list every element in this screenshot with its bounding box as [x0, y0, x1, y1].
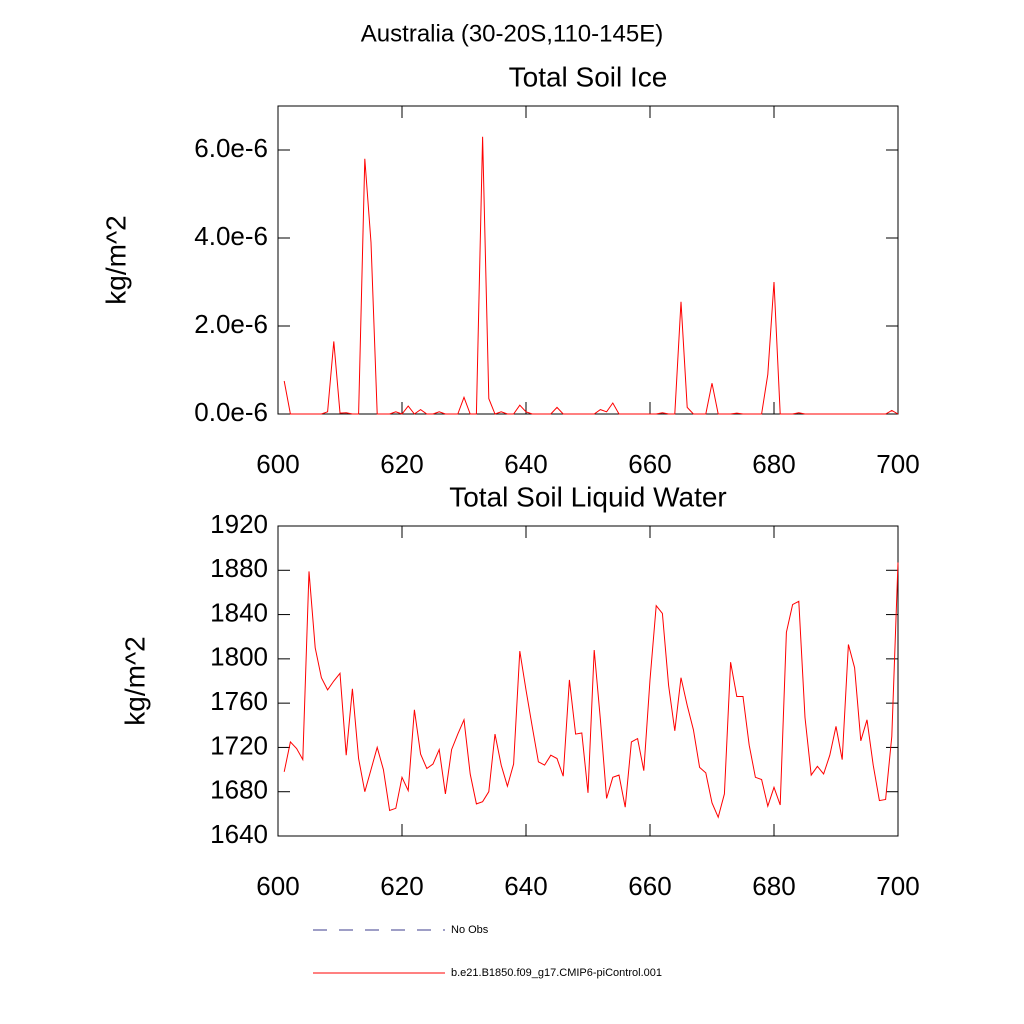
plot-frame	[277, 525, 899, 837]
data-line	[283, 136, 899, 415]
x-tick-label: 660	[628, 871, 671, 901]
chart-title: Total Soil Liquid Water	[449, 481, 727, 512]
x-tick-label: 600	[256, 871, 299, 901]
y-axis-title: kg/m^2	[119, 636, 150, 725]
legend-label: No Obs	[451, 924, 489, 936]
x-tick-label: 700	[876, 449, 919, 479]
x-tick-label: 680	[752, 449, 795, 479]
y-tick-label: 1880	[210, 553, 268, 583]
y-tick-label: 1800	[210, 642, 268, 672]
x-tick-label: 640	[504, 449, 547, 479]
x-tick-label: 620	[380, 871, 423, 901]
y-tick-label: 2.0e-6	[194, 309, 268, 339]
x-tick-label: 640	[504, 871, 547, 901]
x-tick-label: 660	[628, 449, 671, 479]
x-tick-label: 700	[876, 871, 919, 901]
y-tick-label: 1640	[210, 819, 268, 849]
data-line	[283, 562, 899, 819]
x-tick-label: 680	[752, 871, 795, 901]
legend-label: b.e21.B1850.f09_g17.CMIP6-piControl.001	[451, 967, 662, 979]
y-tick-label: 4.0e-6	[194, 221, 268, 251]
y-tick-label: 1760	[210, 686, 268, 716]
x-tick-label: 620	[380, 449, 423, 479]
y-tick-label: 0.0e-6	[194, 397, 268, 427]
y-tick-label: 1720	[210, 730, 268, 760]
figure-title: Australia (30-20S,110-145E)	[361, 20, 663, 47]
plot-frame	[277, 105, 899, 415]
y-tick-label: 6.0e-6	[194, 133, 268, 163]
x-tick-label: 600	[256, 449, 299, 479]
y-axis-title: kg/m^2	[100, 215, 131, 304]
y-tick-label: 1920	[210, 509, 268, 539]
y-tick-label: 1840	[210, 597, 268, 627]
y-tick-label: 1680	[210, 775, 268, 805]
chart-title: Total Soil Ice	[509, 61, 668, 92]
